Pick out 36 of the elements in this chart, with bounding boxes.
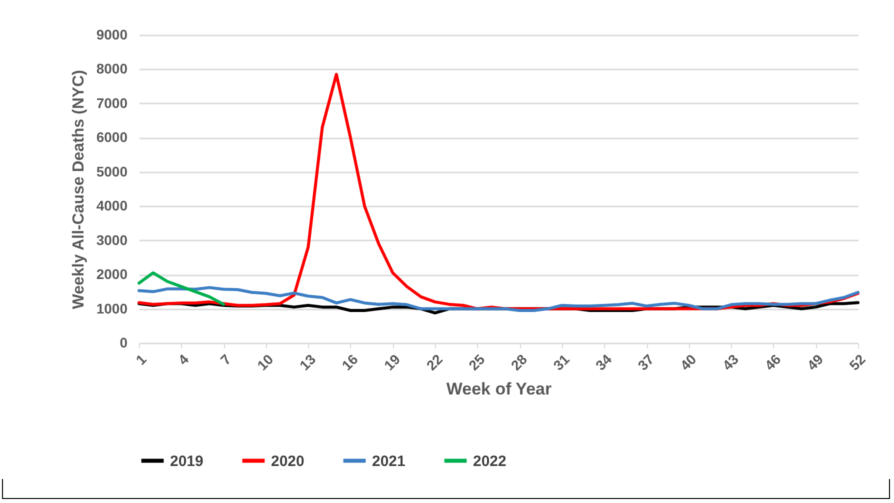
x-tick-label: 31 xyxy=(550,350,572,374)
y-tick-label: 1000 xyxy=(96,300,128,316)
y-tick-label: 2000 xyxy=(96,266,128,282)
x-tick-label: 16 xyxy=(338,350,362,374)
y-tick-label: 3000 xyxy=(96,232,128,248)
x-tick-label: 22 xyxy=(423,350,446,374)
x-tick-label: 40 xyxy=(676,350,700,374)
y-tick-label: 7000 xyxy=(96,94,128,111)
x-tick-label: 37 xyxy=(634,350,658,374)
x-axis-title: Week of Year xyxy=(446,379,552,398)
x-tick-label: 52 xyxy=(846,350,869,374)
x-tick-label: 49 xyxy=(804,350,826,374)
legend-label: 2020 xyxy=(271,452,304,470)
x-tick-label: 46 xyxy=(761,350,784,374)
y-tick-label: 9000 xyxy=(96,26,128,42)
y-tick-label: 4000 xyxy=(96,198,128,214)
line-series xyxy=(138,286,860,312)
y-tick-label: 8000 xyxy=(96,60,128,77)
x-tick-label: 34 xyxy=(592,350,615,374)
y-axis-title: Weekly All-Cause Deaths (NYC) xyxy=(70,70,88,310)
legend-label: 2021 xyxy=(372,452,406,470)
legend-label: 2019 xyxy=(170,452,204,470)
line-series xyxy=(138,271,226,306)
legend-label: 2022 xyxy=(473,452,506,470)
y-tick-label: 5000 xyxy=(96,163,128,180)
x-tick-label: 10 xyxy=(254,350,276,374)
x-tick-label: 1 xyxy=(132,350,150,368)
x-tick-label: 7 xyxy=(217,350,234,368)
y-tick-label: 0 xyxy=(120,334,128,350)
y-tick-label: 6000 xyxy=(96,129,128,146)
x-tick-label: 25 xyxy=(465,350,488,374)
x-tick-label: 28 xyxy=(508,350,530,374)
x-tick-label: 13 xyxy=(296,350,319,374)
x-tick-label: 19 xyxy=(380,350,404,374)
x-tick-label: 43 xyxy=(719,350,742,374)
x-tick-label: 4 xyxy=(174,350,192,368)
